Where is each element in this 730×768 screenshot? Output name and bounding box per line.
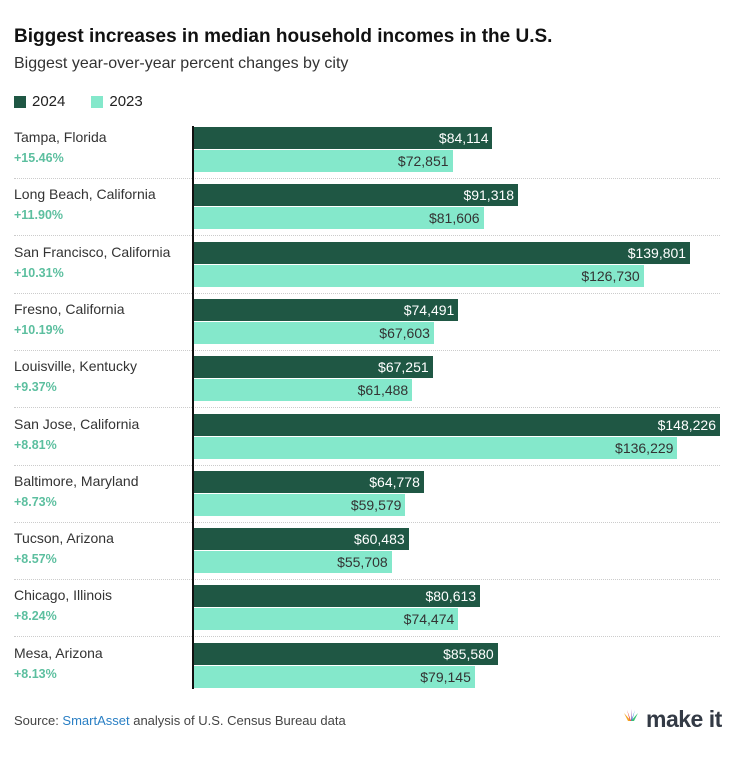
category-label: San Francisco, California xyxy=(14,243,171,260)
legend-label: 2023 xyxy=(109,93,143,110)
change-label: +10.31% xyxy=(14,265,64,280)
data-label: $85,580 xyxy=(443,645,494,662)
bar-2024 xyxy=(194,298,459,321)
source-prefix: Source: xyxy=(14,713,63,728)
bar-2024 xyxy=(194,184,519,207)
bar-2023 xyxy=(194,493,406,516)
data-label: $74,474 xyxy=(403,611,455,628)
data-label: $72,851 xyxy=(397,153,449,169)
data-label: $64,778 xyxy=(369,473,420,490)
bar-2023 xyxy=(194,150,453,172)
data-label: $91,318 xyxy=(463,187,515,204)
legend-label: 2024 xyxy=(32,93,66,110)
data-label: $61,488 xyxy=(357,382,409,399)
bar-2023 xyxy=(194,207,484,230)
chart-subtitle: Biggest year-over-year percent changes b… xyxy=(14,55,349,72)
category-label: Mesa, Arizona xyxy=(14,644,103,661)
bar-2024 xyxy=(194,642,498,665)
data-label: $126,730 xyxy=(581,267,640,284)
bar-2023 xyxy=(194,379,413,402)
row-separator xyxy=(14,178,720,179)
legend: 2024 2023 xyxy=(14,93,143,111)
data-label: $81,606 xyxy=(428,210,480,227)
category-label: San Jose, California xyxy=(14,415,140,432)
bar-2024 xyxy=(194,585,481,608)
change-label: +11.90% xyxy=(14,208,64,223)
data-label: $148,226 xyxy=(657,416,716,433)
change-label: +8.73% xyxy=(14,494,57,509)
bar-2023 xyxy=(194,264,644,287)
bar-2024 xyxy=(194,470,424,493)
category-label: Tampa, Florida xyxy=(14,129,107,145)
data-label: $80,613 xyxy=(425,588,477,605)
category-label: Tucson, Arizona xyxy=(14,530,114,547)
change-label: +15.46% xyxy=(14,151,64,165)
bar-2023 xyxy=(194,436,678,459)
row-separator xyxy=(14,349,720,351)
data-label: $55,708 xyxy=(337,554,388,571)
category-label: Louisville, Kentucky xyxy=(14,358,137,375)
row-separator xyxy=(14,636,720,638)
category-label: Chicago, Illinois xyxy=(14,587,113,604)
bar-2024 xyxy=(194,413,720,436)
category-label: Baltimore, Maryland xyxy=(14,472,139,489)
bar-2024 xyxy=(194,528,409,551)
bar-2023 xyxy=(194,551,392,574)
source-suffix: analysis of U.S. Census Bureau data xyxy=(129,713,346,728)
change-label: +10.19% xyxy=(14,322,64,337)
row-separator xyxy=(14,521,720,523)
data-label: $59,579 xyxy=(350,496,402,513)
bar-2024 xyxy=(194,127,493,149)
bar-2023 xyxy=(194,321,434,344)
row-separator xyxy=(14,235,720,237)
category-label: Long Beach, California xyxy=(14,186,156,203)
data-label: $139,801 xyxy=(627,244,687,261)
change-label: +8.13% xyxy=(14,666,57,681)
change-label: +8.57% xyxy=(14,552,57,567)
data-label: $60,483 xyxy=(354,531,405,548)
bar-2023 xyxy=(194,608,459,631)
change-label: +9.37% xyxy=(14,380,57,395)
row-separator xyxy=(14,407,720,409)
change-label: +8.24% xyxy=(14,609,57,624)
data-label: $67,251 xyxy=(378,359,429,376)
change-label: +8.81% xyxy=(14,437,57,452)
logo-text: make it xyxy=(646,706,722,732)
row-separator xyxy=(14,292,720,294)
data-label: $79,145 xyxy=(420,668,471,685)
legend-item-2024: 2024 xyxy=(14,93,65,111)
bar-2023 xyxy=(194,665,475,688)
source-note: Source: SmartAsset analysis of U.S. Cens… xyxy=(14,713,346,729)
cnbc-peacock-icon xyxy=(624,709,638,721)
category-label: Fresno, California xyxy=(14,300,125,317)
chart-title: Biggest increases in median household in… xyxy=(14,26,553,47)
data-label: $67,603 xyxy=(379,324,430,341)
data-label: $74,491 xyxy=(403,301,455,318)
bar-2024 xyxy=(194,356,433,379)
source-link[interactable]: SmartAsset xyxy=(62,713,130,728)
cnbc-make-it-logo: make it xyxy=(620,706,722,732)
bar-2024 xyxy=(194,241,691,264)
row-separator xyxy=(14,579,720,581)
legend-swatch xyxy=(14,96,26,108)
y-axis-line xyxy=(192,126,194,689)
data-label: $84,114 xyxy=(438,130,489,146)
data-label: $136,229 xyxy=(615,439,674,456)
legend-item-2023: 2023 xyxy=(91,93,143,111)
row-separator xyxy=(14,464,720,466)
legend-swatch xyxy=(91,96,104,108)
